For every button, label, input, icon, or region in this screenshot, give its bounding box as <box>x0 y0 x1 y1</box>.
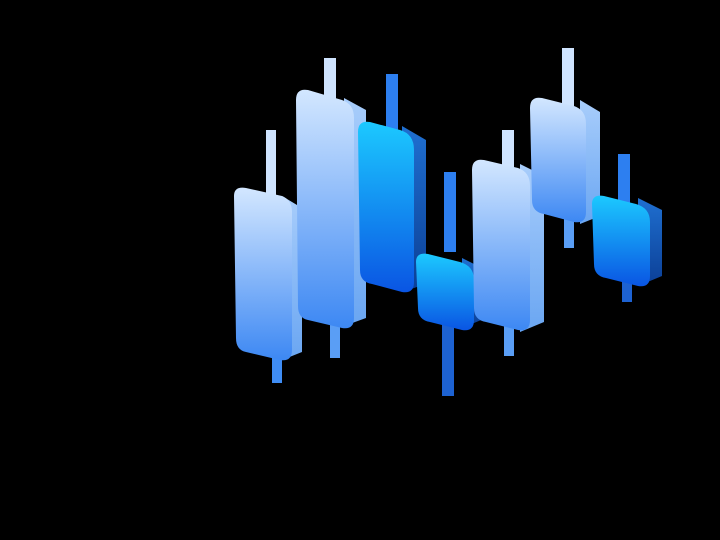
candle-2-upper-wick <box>324 58 336 106</box>
candle-5-body <box>472 159 530 331</box>
candle-4-upper-wick <box>444 172 456 252</box>
candle-4-lower-wick <box>442 316 454 396</box>
candle-1-body <box>234 187 292 361</box>
candle-3-body <box>358 121 414 293</box>
candle-6-body <box>530 97 586 223</box>
candle-3-upper-wick <box>386 74 398 130</box>
candle-2 <box>296 58 366 358</box>
candle-2-body <box>296 89 354 329</box>
candle-3 <box>358 74 426 293</box>
candle-6-lower-wick <box>564 212 574 248</box>
candle-7 <box>592 154 662 302</box>
candle-1 <box>234 130 302 383</box>
candle-6 <box>530 48 600 248</box>
candle-7-body <box>592 195 650 287</box>
candle-7-lower-wick <box>622 272 632 302</box>
candle-5-lower-wick <box>504 318 514 356</box>
candle-2-lower-wick <box>330 310 340 358</box>
candle-1-lower-wick <box>272 345 282 383</box>
candle-4 <box>416 172 486 396</box>
candle-7-upper-wick <box>618 154 630 206</box>
candle-1-upper-wick <box>266 130 276 202</box>
candle-5-upper-wick <box>502 130 514 170</box>
candle-4-body <box>416 253 474 331</box>
candle-6-upper-wick <box>562 48 574 108</box>
